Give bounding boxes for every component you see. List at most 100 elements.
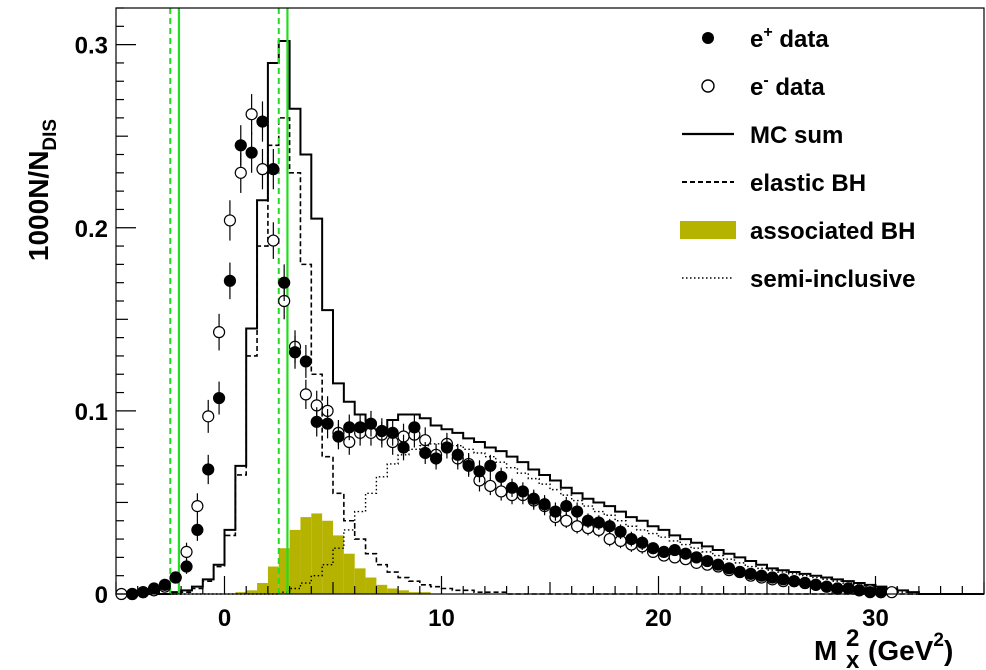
e-plus-point xyxy=(625,532,638,546)
e-plus-point xyxy=(560,500,573,513)
e-plus-point xyxy=(495,470,508,483)
assoc-bh-bar xyxy=(311,513,323,594)
x-axis-title-sub: x xyxy=(846,647,860,670)
x-tick-label: 20 xyxy=(645,605,672,632)
e-plus-point xyxy=(158,578,171,591)
e-plus-point xyxy=(343,421,356,434)
e-plus-point xyxy=(505,481,519,494)
x-axis-title-close: ) xyxy=(944,635,953,666)
e-plus-point xyxy=(592,516,605,529)
plot-area: 0 10 20 30 0 0.1 0.2 0.3 xyxy=(75,7,985,632)
legend-label-sup: - xyxy=(763,72,768,89)
e-minus-point xyxy=(495,485,508,498)
e-plus-point xyxy=(712,558,725,571)
legend-item-assoc: associated BH xyxy=(680,218,915,245)
e-plus-point xyxy=(288,346,302,359)
e-plus-point xyxy=(809,578,822,591)
y-axis-title-sub: DIS xyxy=(40,119,61,151)
legend-label: associated BH xyxy=(750,218,915,245)
e-plus-point xyxy=(636,536,649,549)
e-plus-point xyxy=(191,523,204,537)
assoc-bh-bar xyxy=(267,566,279,594)
x-axis-title-sup: 2 xyxy=(846,625,859,652)
y-axis-title-main: 1000N/N xyxy=(23,151,54,262)
e-plus-point xyxy=(180,560,193,573)
e-plus-point xyxy=(332,430,345,443)
assoc-bh-bar xyxy=(300,517,312,594)
e-plus-point xyxy=(668,543,681,557)
e-plus-point xyxy=(788,575,801,588)
legend-marker xyxy=(680,221,736,239)
e-plus-point xyxy=(278,276,291,289)
x-axis-title-unit-main: (GeV xyxy=(868,635,934,666)
e-plus-point xyxy=(766,571,779,584)
e-plus-point xyxy=(299,355,312,368)
e-plus-point xyxy=(354,421,367,434)
e-minus-point xyxy=(299,388,312,401)
x-axis-title-unit-sup: 2 xyxy=(933,630,944,651)
x-tick-label: 0 xyxy=(218,605,231,632)
y-tick-label: 0.2 xyxy=(75,216,108,243)
legend-item-semi: semi-inclusive xyxy=(682,266,915,293)
e-plus-point xyxy=(397,441,410,454)
e-plus-point xyxy=(820,580,833,593)
legend-label-main: MC sum xyxy=(750,122,843,149)
assoc-bh-bar xyxy=(354,568,366,594)
e-plus-point xyxy=(419,446,432,460)
y-axis-title: 1000N/NDIS xyxy=(23,119,61,261)
assoc-bh-bar xyxy=(398,590,409,594)
e-plus-point xyxy=(581,514,595,527)
legend-label: elastic BH xyxy=(750,170,866,197)
e-plus-point xyxy=(733,565,746,579)
legend: e+ data e- data MC sum elastic BH associated… xyxy=(680,24,915,293)
legend-label-sup: + xyxy=(763,24,772,41)
assoc-bh-bar xyxy=(322,520,333,594)
axis-ticks: 0 10 20 30 0 0.1 0.2 0.3 xyxy=(75,7,985,632)
e-minus-point xyxy=(603,532,616,546)
e-minus-point xyxy=(885,586,898,599)
e-plus-point xyxy=(429,452,443,465)
e-plus-point xyxy=(755,569,768,582)
e-plus-point xyxy=(484,459,497,472)
e-minus-point xyxy=(484,479,497,493)
e-plus-point xyxy=(386,426,399,439)
e-minus-point xyxy=(256,163,269,176)
assoc-bh-bar xyxy=(419,592,431,594)
assoc-bh-bar xyxy=(289,529,301,594)
assoc-bh-bar xyxy=(257,583,268,594)
assoc-bh-bar xyxy=(246,590,258,594)
e-plus-point xyxy=(842,582,855,595)
legend-label-main: e xyxy=(750,74,763,101)
e-plus-point xyxy=(690,551,703,564)
x-axis-title-main: M xyxy=(814,635,837,666)
x-tick-label: 10 xyxy=(428,605,455,632)
legend-label-tail: data xyxy=(769,74,826,101)
e-plus-point xyxy=(538,498,551,511)
e-plus-point xyxy=(462,459,475,472)
e-plus-point xyxy=(527,492,540,505)
legend-label: e+ data xyxy=(750,24,829,53)
e-plus-point xyxy=(245,146,258,159)
e-plus-point xyxy=(256,115,269,128)
e-minus-point xyxy=(267,234,280,247)
e-plus-point xyxy=(614,525,627,538)
x-tick-label: 30 xyxy=(862,605,889,632)
e-minus-point xyxy=(212,326,226,339)
e-minus-point xyxy=(560,514,573,527)
x-axis-title: M xyxy=(814,635,837,666)
cut-lines-layer xyxy=(169,8,289,594)
mc-sum-line xyxy=(116,39,984,595)
e-plus-point xyxy=(169,571,182,584)
e-plus-point xyxy=(549,505,562,518)
e-plus-point xyxy=(874,586,888,599)
legend-item-mc_sum: MC sum xyxy=(682,122,843,149)
legend-label-main: semi-inclusive xyxy=(750,266,915,293)
semi-inclusive-line xyxy=(116,443,984,595)
legend-item-elastic: elastic BH xyxy=(682,170,866,197)
x-axis-title-unit: (GeV2) xyxy=(868,630,953,666)
assoc-bh-bar xyxy=(278,548,290,594)
e-plus-point xyxy=(679,547,692,560)
e-minus-point xyxy=(202,410,215,423)
e-plus-point xyxy=(310,415,323,428)
